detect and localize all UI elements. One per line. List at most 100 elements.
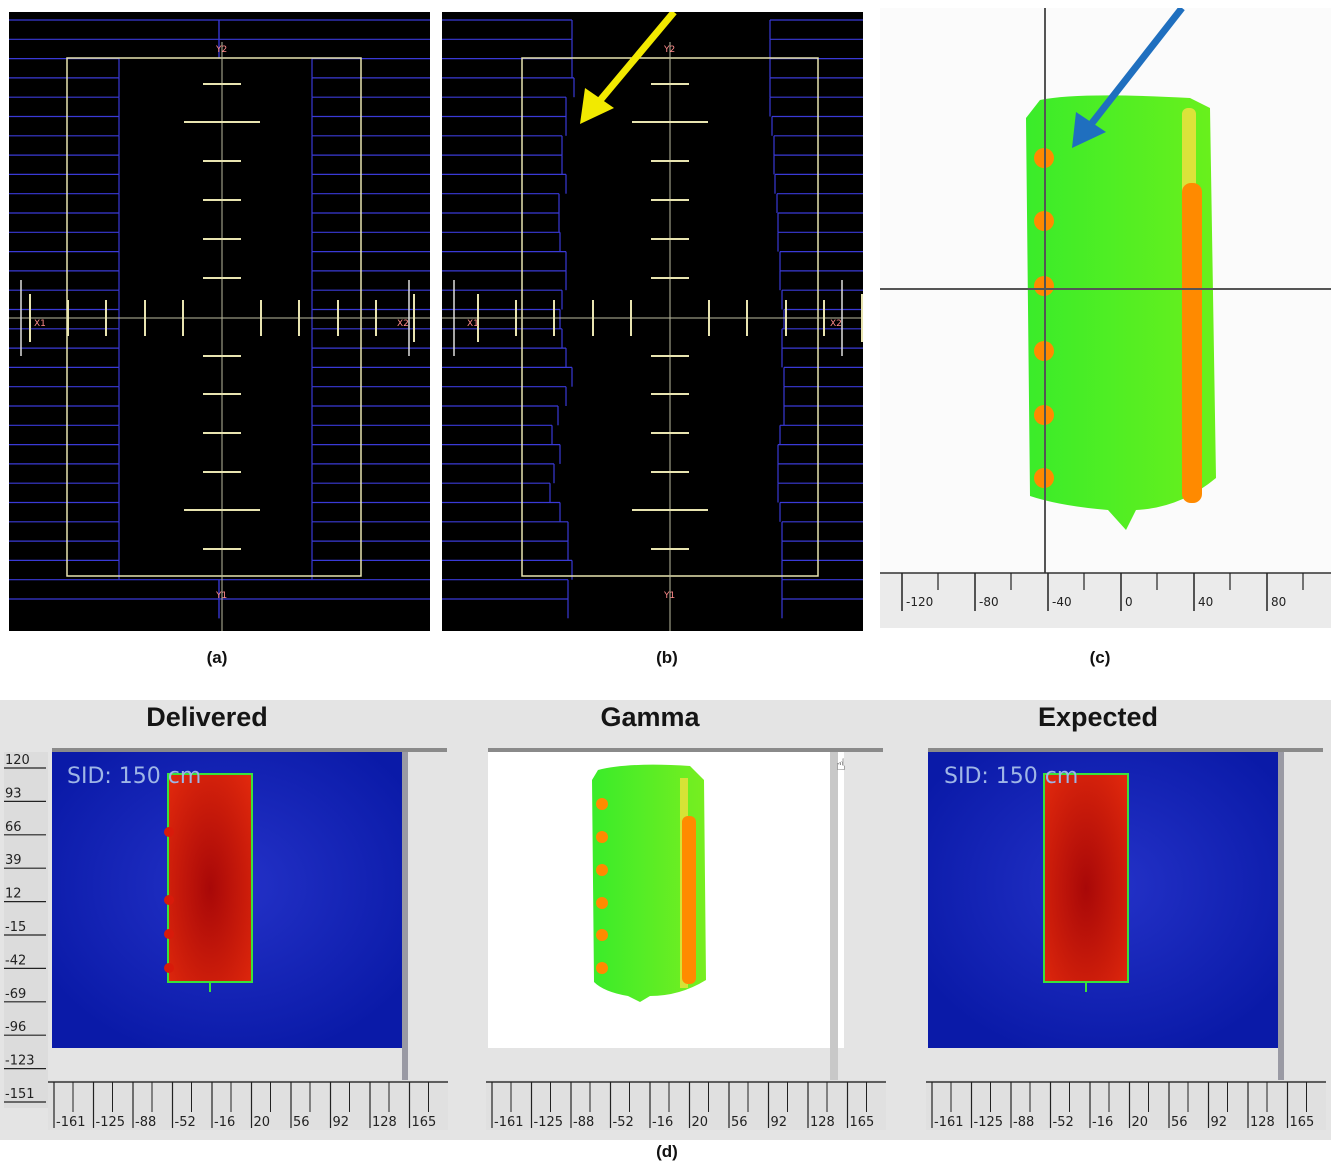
y-ruler-label: 120 [5,753,30,768]
y-ruler-label: 39 [5,853,22,868]
x-ruler-label: 56 [1171,1115,1188,1130]
x-ruler-label: -52 [175,1115,196,1130]
y1-label: Y1 [663,591,675,601]
dose-field-expected [1043,773,1129,983]
mlc-background-a [9,12,430,631]
gamma-d-fail-spot [596,897,608,909]
y-ruler-label: -42 [5,953,26,968]
comparison-panel-d: ☝ 120 93 66 39 12 -15 -42 -69 -96 -123 -151 -161 -125… [0,700,1331,1140]
y-ruler-label: -96 [5,1020,26,1035]
mlc-background-b [442,12,863,631]
x-ruler-label: 165 [850,1115,875,1130]
mlc-field-view-b: Y2 Y1 X1 X2 [442,9,863,631]
x-ruler-delivered [48,1080,448,1130]
y2-label: Y2 [663,45,675,55]
mlc-panel-b: Y2 Y1 X1 X2 [442,9,863,631]
ruler-tick-label: 0 [1125,595,1133,609]
y-ruler-label: -151 [5,1087,35,1102]
dose-edge-bump [164,895,174,905]
x-ruler-label: 92 [333,1115,350,1130]
gamma-d-field [592,764,706,1002]
gamma-title: Gamma [600,702,700,732]
dose-edge-bump [164,963,174,973]
x-ruler-label: 165 [1290,1115,1315,1130]
x-ruler-label: -125 [534,1115,564,1130]
gamma-fail-region [1182,183,1202,503]
x-ruler-label: 128 [810,1115,835,1130]
x-ruler-expected [926,1080,1326,1130]
x-ruler-label: -52 [1053,1115,1074,1130]
x-ruler-label: -125 [96,1115,126,1130]
yellow-arrow-head [580,88,614,124]
gamma-c-ruler [880,573,1331,628]
x-ruler-label: -88 [135,1115,156,1130]
mlc-field-view-a: Y2 Y1 X1 X2 [9,12,430,631]
dose-edge-bump [164,929,174,939]
x2-label: X2 [397,319,409,329]
x1-label: X1 [467,319,479,329]
x-ruler-label: 56 [293,1115,310,1130]
x-ruler-label: 56 [731,1115,748,1130]
dose-scroll-line-expected [1278,752,1284,1082]
gamma-d-top-bar [488,748,883,752]
x-ruler-label: 165 [412,1115,437,1130]
x-ruler-label: 20 [254,1115,271,1130]
x-ruler-label: 92 [771,1115,788,1130]
x-ruler-label: 20 [692,1115,709,1130]
x-ruler-label: -16 [652,1115,673,1130]
y2-label: Y2 [215,45,227,55]
x-ruler-label: -16 [1092,1115,1113,1130]
gamma-d-fail-region [682,816,696,984]
x-ruler-label: -88 [1013,1115,1034,1130]
delivered-title: Delivered [146,702,268,732]
x-ruler-label: -161 [494,1115,524,1130]
mlc-panel-a: Y2 Y1 X1 X2 [9,12,430,631]
blue-arrow-shaft [1082,5,1185,135]
x-ruler-label: 128 [1250,1115,1275,1130]
x-ruler-label: 92 [1211,1115,1228,1130]
y-ruler-label: -15 [5,920,26,935]
x-ruler-label: 128 [372,1115,397,1130]
gamma-field-shape [1026,95,1216,530]
gamma-d-fail-spot [596,798,608,810]
gamma-d-fail-spot [596,929,608,941]
x-ruler-label: -161 [934,1115,964,1130]
x-ruler-label: 20 [1132,1115,1149,1130]
x-ruler-gamma [486,1080,886,1130]
x1-label: X1 [34,319,46,329]
y1-label: Y1 [215,591,227,601]
y-ruler-label: -69 [5,987,26,1002]
gamma-d-fail-spot [596,962,608,974]
x-ruler-label: -16 [214,1115,235,1130]
gamma-map-view-c: -120 -80 -40 0 40 80 [880,5,1331,628]
expected-title: Expected [1037,702,1159,732]
dose-top-bar-expected [928,748,1323,752]
y-ruler [4,752,48,1108]
y-ruler-label: -123 [5,1054,35,1069]
ruler-tick-label: -40 [1052,595,1072,609]
caption-b: (b) [656,648,678,667]
blue-arrow-head [1072,112,1106,148]
y-ruler-label: 93 [5,786,22,801]
gamma-panel-c: -120 -80 -40 0 40 80 [880,5,1331,628]
caption-a: (a) [206,648,228,667]
x-ruler-label: -52 [613,1115,634,1130]
dose-top-bar-delivered [52,748,447,752]
dose-edge-bump [164,827,174,837]
gamma-d-fail-spot [596,864,608,876]
y-ruler-label: 12 [5,887,22,902]
ruler-tick-label: 40 [1198,595,1213,609]
x-ruler-label: -125 [974,1115,1004,1130]
delivered-sid-label: SID: 150 cm [67,764,202,789]
ruler-tick-label: 80 [1271,595,1286,609]
gamma-d-fail-spot [596,831,608,843]
dose-scroll-line-delivered [402,752,408,1082]
x-ruler-label: -88 [573,1115,594,1130]
ruler-tick-label: -120 [906,595,933,609]
gamma-d-scroll-line [830,752,838,1082]
caption-d: (d) [656,1142,678,1161]
dose-field-delivered [167,773,253,983]
y-ruler-label: 66 [5,820,22,835]
yellow-arrow-shaft [589,9,677,113]
x-ruler-label: -161 [56,1115,86,1130]
